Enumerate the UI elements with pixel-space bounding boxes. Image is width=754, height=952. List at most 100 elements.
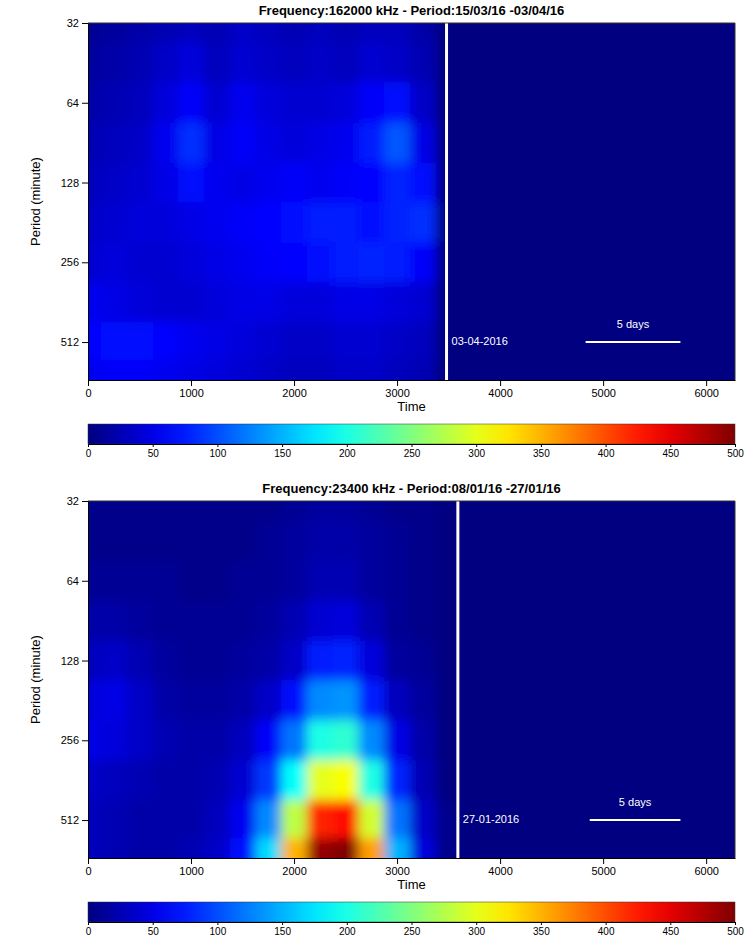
x-tick-label: 6000 xyxy=(694,387,718,399)
heatmap-cell xyxy=(487,123,513,163)
heatmap-cell xyxy=(410,242,436,282)
heatmap-cell xyxy=(281,838,307,858)
colorbar-tick: 250 xyxy=(404,922,421,937)
heatmap-cell xyxy=(127,760,153,800)
heatmap-cell xyxy=(333,322,359,361)
heatmap-cell xyxy=(127,23,153,43)
heatmap-cell xyxy=(152,322,178,361)
colorbar-tick: 400 xyxy=(598,922,615,937)
heatmap-cell xyxy=(719,163,735,203)
y-tick: 512 xyxy=(61,814,88,826)
heatmap-cell xyxy=(539,360,565,380)
colorbar-tick: 350 xyxy=(533,444,550,459)
heatmap-cell xyxy=(539,760,565,800)
heatmap-cell xyxy=(616,560,642,601)
heatmap-cell xyxy=(230,23,256,43)
x-tick-mark xyxy=(397,380,398,386)
heatmap-cell xyxy=(719,680,735,720)
heatmap-cell xyxy=(358,680,384,720)
heatmap-cell xyxy=(668,202,694,242)
heatmap-cell xyxy=(410,202,436,242)
heatmap-cell xyxy=(616,680,642,720)
heatmap-cell xyxy=(384,601,410,641)
heatmap-cell xyxy=(358,360,384,380)
heatmap-cell xyxy=(88,322,101,361)
heatmap-cell xyxy=(307,360,333,380)
heatmap-cell xyxy=(101,760,127,800)
heatmap-cell xyxy=(281,501,307,521)
colorbar-tick-label: 250 xyxy=(404,448,421,459)
heatmap-cell xyxy=(152,641,178,681)
y-tick: 256 xyxy=(61,256,88,268)
heatmap-cell xyxy=(230,680,256,720)
heatmap-cell xyxy=(590,202,616,242)
colorbar-tick-label: 0 xyxy=(86,926,92,937)
heatmap-cell xyxy=(668,521,694,561)
heatmap-cell xyxy=(88,560,101,601)
heatmap-cell xyxy=(358,163,384,203)
heatmap-cell xyxy=(461,560,487,601)
heatmap-cell xyxy=(88,521,101,561)
x-tick-mark xyxy=(500,380,501,386)
heatmap-cell xyxy=(281,242,307,282)
heatmap-cell xyxy=(255,163,281,203)
heatmap-cell xyxy=(590,760,616,800)
heatmap-cell xyxy=(590,641,616,681)
colorbar-tick: 0 xyxy=(86,444,92,459)
heatmap-cell xyxy=(230,560,256,601)
heatmap-cell xyxy=(333,43,359,83)
colorbar-tick-mark xyxy=(88,444,89,447)
heatmap-cell xyxy=(358,641,384,681)
heatmap-cell xyxy=(719,521,735,561)
heatmap-cell xyxy=(436,23,462,43)
heatmap-cell xyxy=(307,322,333,361)
heatmap-cell xyxy=(616,242,642,282)
heatmap-cell xyxy=(358,23,384,43)
heatmap-cell xyxy=(255,760,281,800)
heatmap-cell xyxy=(384,720,410,760)
y-tick-mark xyxy=(82,661,88,662)
heatmap-cell xyxy=(719,760,735,800)
panel: 03-04-20165 days010002000300040005000600… xyxy=(28,3,745,459)
x-tick: 2000 xyxy=(282,380,306,399)
heatmap-cell xyxy=(461,82,487,123)
heatmap-cell xyxy=(178,838,204,858)
x-tick: 6000 xyxy=(694,858,718,877)
heatmap-cell xyxy=(384,680,410,720)
heatmap-cell xyxy=(564,23,590,43)
heatmap-cell xyxy=(178,641,204,681)
heatmap-cell xyxy=(668,163,694,203)
x-tick: 4000 xyxy=(488,380,512,399)
heatmap-cell xyxy=(513,360,539,380)
heatmap-cell xyxy=(513,601,539,641)
heatmap-cell xyxy=(88,720,101,760)
heatmap-cell xyxy=(152,82,178,123)
heatmap-cell xyxy=(358,82,384,123)
heatmap-cell xyxy=(101,838,127,858)
heatmap-cell xyxy=(410,163,436,203)
heatmap-cell xyxy=(281,282,307,322)
heatmap-cell xyxy=(255,82,281,123)
heatmap-cell xyxy=(693,601,719,641)
colorbar-tick-mark xyxy=(153,444,154,447)
heatmap-cell xyxy=(307,601,333,641)
heatmap-cell xyxy=(539,601,565,641)
heatmap-cell xyxy=(88,360,101,380)
colorbar-axis: 050100150200250300350400450500 xyxy=(86,444,745,459)
heatmap-cell xyxy=(719,322,735,361)
heatmap-cell xyxy=(152,601,178,641)
colorbar-tick: 400 xyxy=(598,444,615,459)
heatmap-cell xyxy=(564,560,590,601)
heatmap-cell xyxy=(564,202,590,242)
heatmap-cell xyxy=(410,322,436,361)
heatmap-cell xyxy=(178,163,204,203)
heatmap-cell xyxy=(230,760,256,800)
heatmap-cell xyxy=(230,282,256,322)
heatmap-cell xyxy=(436,282,462,322)
heatmap-cell xyxy=(436,82,462,123)
colorbar-tick: 50 xyxy=(148,922,160,937)
heatmap-cell xyxy=(513,838,539,858)
y-tick: 128 xyxy=(61,655,88,667)
heatmap-cell xyxy=(436,242,462,282)
heatmap-cell xyxy=(487,641,513,681)
